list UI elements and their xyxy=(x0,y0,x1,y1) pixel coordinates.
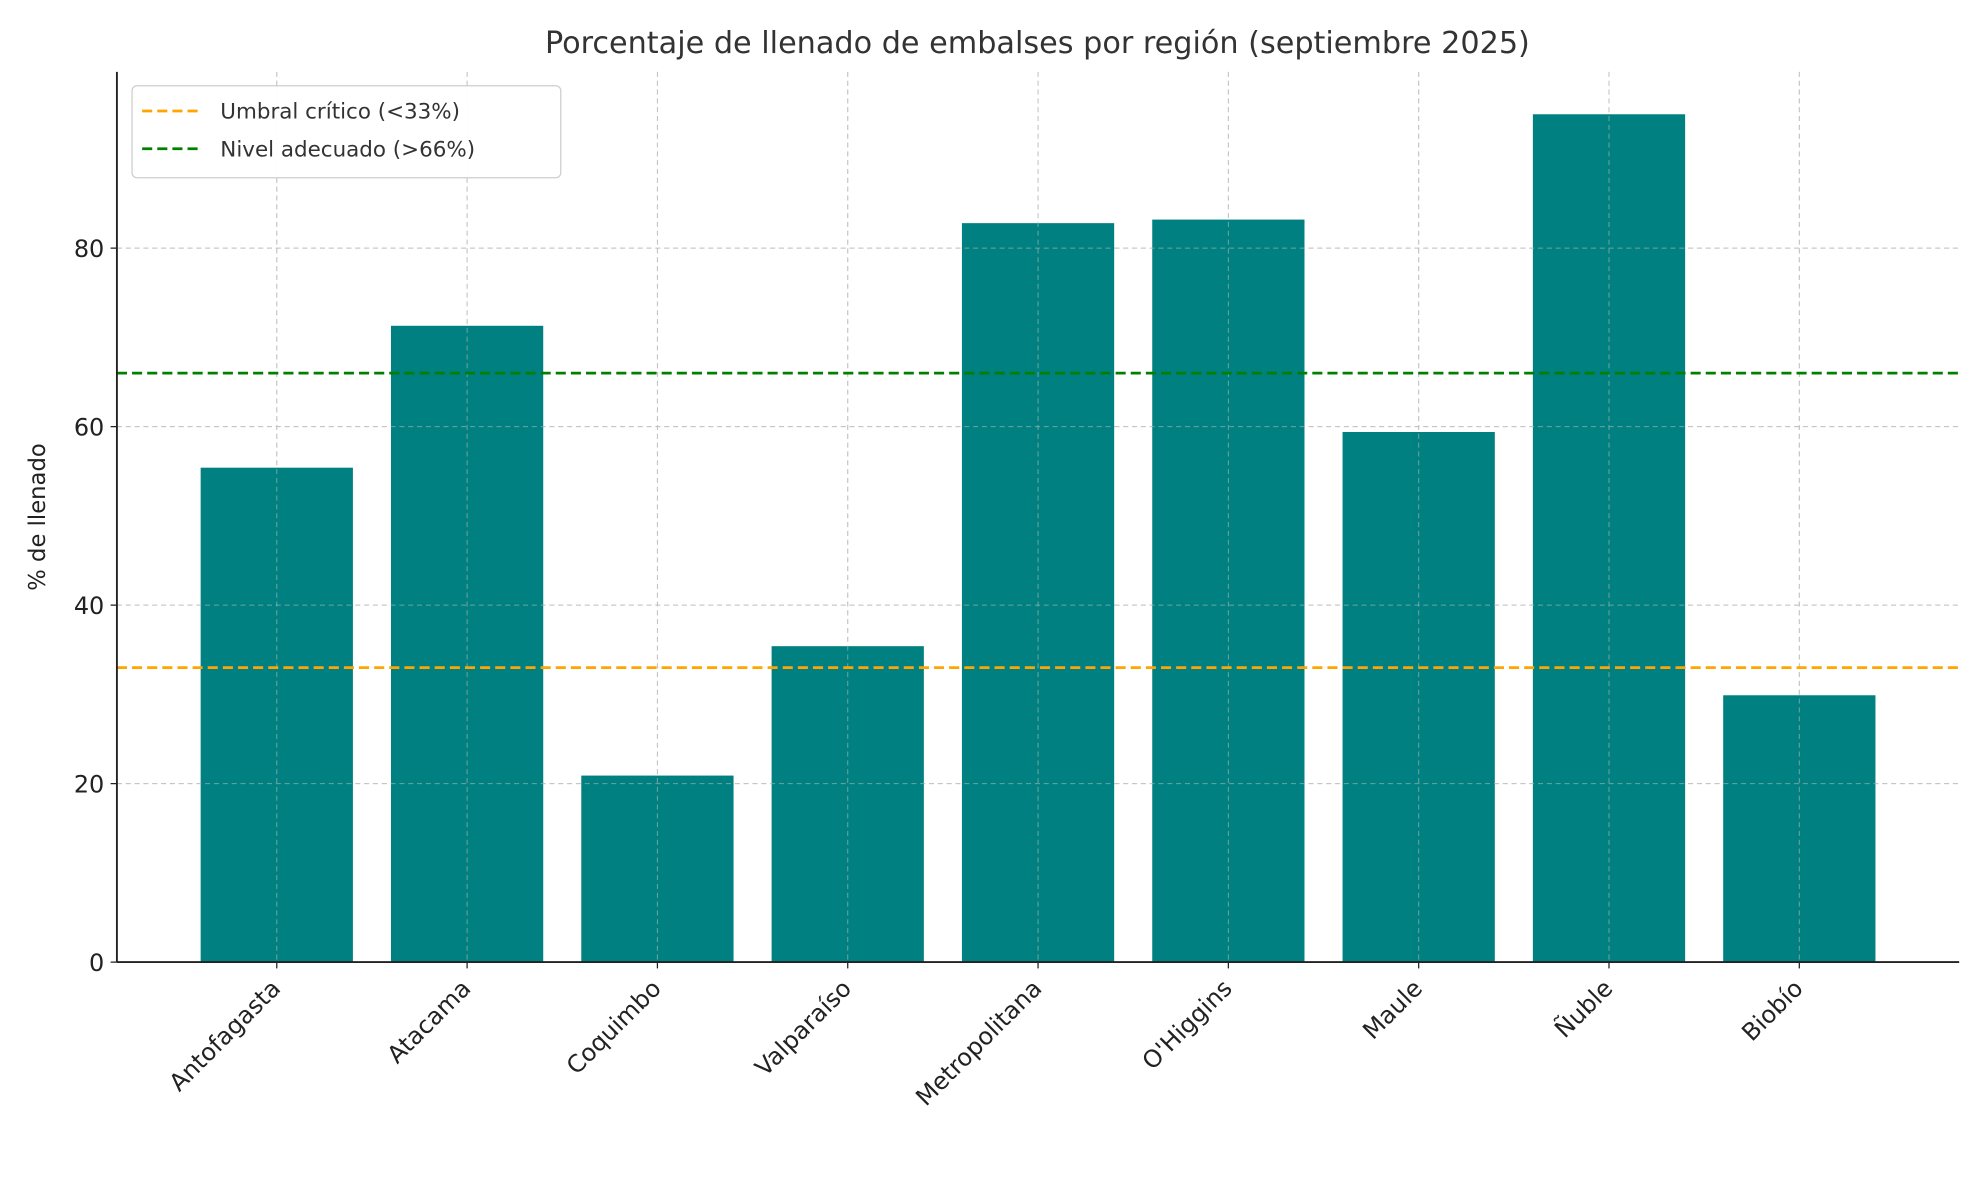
y-axis-label: % de llenado xyxy=(25,443,51,590)
y-tick-label: 20 xyxy=(74,770,104,798)
bar-ohiggins xyxy=(1152,219,1305,963)
x-tick-label: Metropolitana xyxy=(910,974,1047,1111)
y-tick-label: 0 xyxy=(89,949,104,977)
x-tick-label: O'Higgins xyxy=(1137,974,1238,1075)
x-tick-label: Biobío xyxy=(1736,974,1808,1046)
bar-atacama xyxy=(390,325,544,963)
x-tick-label: Coquimbo xyxy=(561,974,667,1080)
y-tick-label: 40 xyxy=(74,592,104,620)
y-tick-label: 80 xyxy=(74,235,104,263)
legend-label-0: Umbral crítico (<33%) xyxy=(220,100,460,125)
x-tick-label: Maule xyxy=(1357,974,1428,1045)
legend-label-1: Nivel adecuado (>66%) xyxy=(220,137,475,162)
x-tick-label: Atacama xyxy=(382,974,477,1069)
bar-maule xyxy=(1342,431,1495,963)
y-tick-label: 60 xyxy=(74,413,104,441)
x-tick-label: Ñuble xyxy=(1548,973,1618,1043)
legend-box xyxy=(131,85,562,179)
bar-biobío xyxy=(1723,695,1876,963)
x-tick-label: Valparaíso xyxy=(750,974,857,1081)
x-tick-label: Antofagasta xyxy=(164,974,286,1096)
bar-ñuble xyxy=(1532,114,1686,963)
chart-title: Porcentaje de llenado de embalses por re… xyxy=(545,26,1530,61)
